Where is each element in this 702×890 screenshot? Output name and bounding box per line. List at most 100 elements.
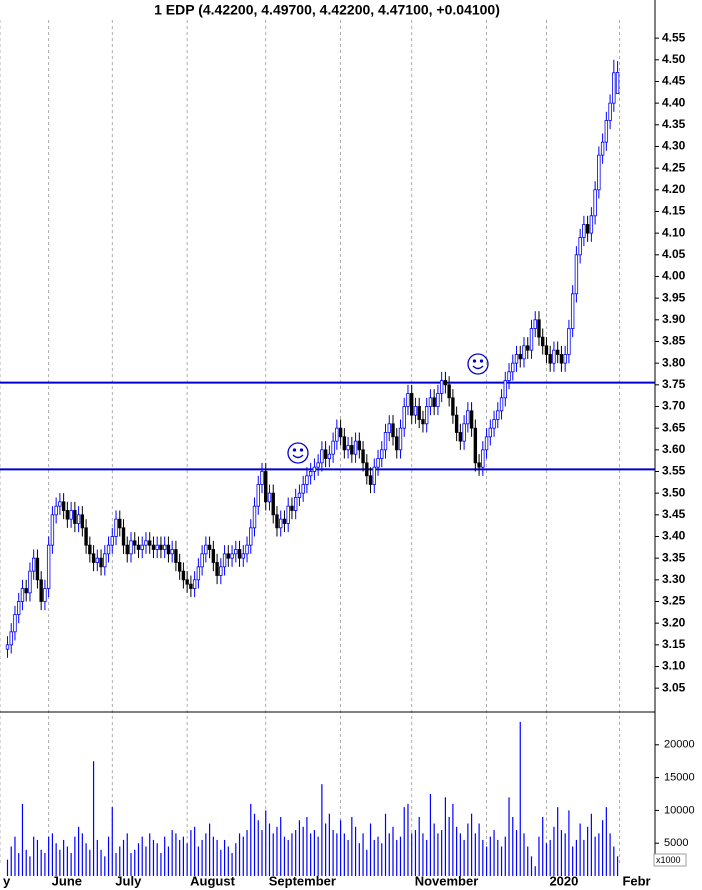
candle-body	[293, 497, 298, 511]
y-tick-label: 4.30	[662, 139, 686, 153]
candle-body	[484, 436, 489, 451]
candle-body	[91, 553, 96, 563]
candle-body	[451, 397, 455, 416]
candle-body	[148, 540, 152, 546]
y-tick-label: 3.05	[662, 680, 686, 694]
volume-tick-label: 10000	[664, 804, 695, 816]
candle-body	[473, 427, 478, 464]
y-tick-label: 3.65	[662, 420, 686, 434]
candle-body	[301, 484, 305, 494]
candle-body	[469, 410, 474, 429]
candle-body	[125, 544, 129, 555]
candle-body	[496, 410, 500, 420]
candle-body	[151, 544, 156, 550]
candle-body	[406, 393, 410, 407]
candle-body	[320, 449, 324, 464]
y-tick-label: 3.35	[662, 550, 686, 564]
x-tick-label: y	[3, 873, 11, 888]
candle-body	[61, 501, 66, 511]
candle-body	[103, 553, 107, 568]
candle-body	[252, 505, 257, 529]
candle-body	[357, 440, 362, 451]
y-tick-label: 3.70	[662, 399, 686, 413]
candle-body	[297, 492, 302, 498]
y-tick-label: 4.20	[662, 182, 686, 196]
candle-body	[279, 518, 283, 529]
candle-body	[28, 570, 32, 594]
candle-body	[204, 544, 208, 555]
candle-body	[46, 544, 51, 589]
x-tick-label: August	[190, 873, 235, 888]
candle-body	[43, 588, 47, 602]
candle-body	[155, 544, 159, 550]
candle-body	[481, 449, 485, 468]
candle-body	[286, 505, 290, 524]
candle-body	[612, 72, 616, 104]
candle-body	[256, 484, 260, 507]
y-tick-label: 4.00	[662, 269, 686, 283]
volume-tick-label: 5000	[664, 837, 688, 849]
candle-body	[189, 583, 193, 589]
x-tick-label: September	[269, 873, 336, 888]
y-tick-label: 3.95	[662, 290, 686, 304]
candle-body	[245, 544, 249, 555]
candle-body	[192, 579, 197, 589]
y-tick-label: 4.50	[662, 52, 686, 66]
candle-body	[305, 475, 309, 485]
candle-body	[17, 601, 21, 615]
y-tick-label: 4.15	[662, 204, 686, 218]
candle-body	[582, 224, 586, 238]
x-tick-label: November	[415, 873, 479, 888]
volume-unit-label: x1000	[656, 855, 681, 865]
candle-body	[365, 462, 369, 477]
y-tick-label: 4.10	[662, 225, 686, 239]
candle-body	[5, 644, 10, 650]
x-tick-label: July	[115, 873, 142, 888]
candle-body	[499, 397, 504, 412]
candle-body	[13, 614, 17, 633]
candle-body	[162, 544, 167, 550]
y-tick-label: 3.15	[662, 637, 686, 651]
candle-body	[327, 453, 332, 459]
candle-body	[383, 432, 388, 451]
candle-body	[462, 423, 466, 442]
candle-body	[129, 540, 133, 555]
candle-body	[99, 557, 103, 568]
candle-body	[95, 557, 100, 563]
candle-body	[144, 540, 148, 546]
y-tick-label: 3.90	[662, 312, 686, 326]
candle-body	[585, 224, 590, 234]
candle-body	[361, 449, 365, 464]
y-tick-label: 3.25	[662, 594, 686, 608]
y-tick-label: 3.55	[662, 464, 686, 478]
candle-body	[290, 505, 294, 511]
volume-tick-label: 15000	[664, 772, 695, 784]
candle-body	[9, 631, 13, 646]
candle-body	[466, 410, 470, 425]
candle-body	[114, 518, 118, 537]
candle-body	[338, 427, 343, 438]
candle-body	[428, 397, 433, 407]
candle-body	[234, 549, 238, 555]
candle-body	[271, 492, 275, 516]
candle-body	[402, 406, 406, 429]
candle-body	[121, 527, 126, 546]
candle-body	[170, 549, 174, 555]
candle-body	[177, 562, 182, 572]
candle-body	[222, 553, 227, 568]
y-tick-label: 3.20	[662, 615, 686, 629]
candle-body	[503, 380, 507, 399]
candle-body	[211, 549, 216, 563]
y-tick-label: 3.50	[662, 485, 686, 499]
candle-body	[424, 406, 429, 425]
candle-body	[207, 544, 212, 550]
candle-body	[604, 120, 609, 143]
candle-body	[323, 449, 328, 459]
candle-body	[514, 354, 519, 364]
candle-body	[84, 527, 88, 546]
candle-body	[353, 440, 358, 455]
candle-body	[410, 393, 414, 416]
candle-body	[548, 354, 552, 364]
candle-body	[181, 570, 186, 581]
